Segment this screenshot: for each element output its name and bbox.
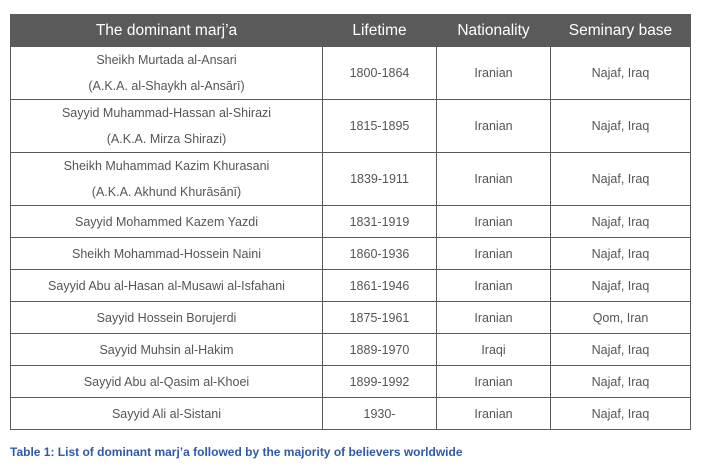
table-row: Sheikh Mohammad-Hossein Naini 1860-1936 … [10, 237, 691, 270]
table-row: Sayyid Abu al-Qasim al-Khoei 1899-1992 I… [10, 365, 691, 398]
header-nationality: Nationality [436, 14, 551, 47]
cell-lifetime: 1839-1911 [322, 152, 437, 206]
table-row: Sayyid Mohammed Kazem Yazdi 1831-1919 Ir… [10, 205, 691, 238]
table-row: Sayyid Ali al-Sistani 1930- Iranian Naja… [10, 397, 691, 430]
cell-nationality: Iranian [436, 152, 551, 206]
table-row: Sayyid Hossein Borujerdi 1875-1961 Irani… [10, 301, 691, 334]
cell-lifetime: 1861-1946 [322, 269, 437, 302]
table-row: Sheikh Murtada al-Ansari (A.K.A. al-Shay… [10, 46, 691, 100]
marja-name: Sheikh Muhammad Kazim Khurasani [63, 159, 270, 173]
cell-lifetime: 1831-1919 [322, 205, 437, 238]
cell-seminary: Najaf, Iraq [550, 333, 691, 366]
table-row: Sayyid Muhsin al-Hakim 1889-1970 Iraqi N… [10, 333, 691, 366]
cell-lifetime: 1800-1864 [322, 46, 437, 100]
cell-nationality: Iranian [436, 365, 551, 398]
cell-seminary: Najaf, Iraq [550, 237, 691, 270]
cell-seminary: Najaf, Iraq [550, 397, 691, 430]
cell-name: Sayyid Mohammed Kazem Yazdi [10, 205, 323, 238]
cell-name: Sheikh Muhammad Kazim Khurasani (A.K.A. … [10, 152, 323, 206]
cell-name: Sayyid Hossein Borujerdi [10, 301, 323, 334]
cell-name: Sayyid Muhammad-Hassan al-Shirazi (A.K.A… [10, 99, 323, 153]
marja-name: Sayyid Muhammad-Hassan al-Shirazi [61, 106, 272, 120]
cell-seminary: Najaf, Iraq [550, 46, 691, 100]
cell-name: Sayyid Muhsin al-Hakim [10, 333, 323, 366]
cell-nationality: Iranian [436, 269, 551, 302]
cell-nationality: Iranian [436, 237, 551, 270]
marja-name: Sheikh Murtada al-Ansari [96, 53, 237, 67]
cell-name: Sayyid Abu al-Hasan al-Musawi al-Isfahan… [10, 269, 323, 302]
cell-seminary: Qom, Iran [550, 301, 691, 334]
table-header-row: The dominant marj’a Lifetime Nationality… [10, 14, 691, 47]
table-row: Sayyid Muhammad-Hassan al-Shirazi (A.K.A… [10, 99, 691, 153]
cell-seminary: Najaf, Iraq [550, 269, 691, 302]
cell-lifetime: 1889-1970 [322, 333, 437, 366]
cell-lifetime: 1815-1895 [322, 99, 437, 153]
cell-seminary: Najaf, Iraq [550, 152, 691, 206]
cell-name: Sheikh Murtada al-Ansari (A.K.A. al-Shay… [10, 46, 323, 100]
marja-table-container: The dominant marj’a Lifetime Nationality… [10, 14, 691, 430]
cell-nationality: Iranian [436, 397, 551, 430]
cell-nationality: Iranian [436, 301, 551, 334]
cell-lifetime: 1930- [322, 397, 437, 430]
cell-nationality: Iranian [436, 99, 551, 153]
cell-name: Sheikh Mohammad-Hossein Naini [10, 237, 323, 270]
cell-lifetime: 1875-1961 [322, 301, 437, 334]
table-caption: Table 1: List of dominant marj’a followe… [10, 445, 463, 459]
cell-seminary: Najaf, Iraq [550, 205, 691, 238]
cell-seminary: Najaf, Iraq [550, 99, 691, 153]
cell-name: Sayyid Ali al-Sistani [10, 397, 323, 430]
cell-lifetime: 1899-1992 [322, 365, 437, 398]
marja-aka: (A.K.A. Mirza Shirazi) [106, 132, 227, 146]
marja-aka: (A.K.A. al-Shaykh al-Ansārī) [88, 79, 245, 93]
header-lifetime: Lifetime [322, 14, 437, 47]
cell-nationality: Iranian [436, 46, 551, 100]
cell-nationality: Iraqi [436, 333, 551, 366]
cell-name: Sayyid Abu al-Qasim al-Khoei [10, 365, 323, 398]
marja-aka: (A.K.A. Akhund Khurāsānī) [91, 185, 242, 199]
table-row: Sheikh Muhammad Kazim Khurasani (A.K.A. … [10, 152, 691, 206]
header-seminary: Seminary base [550, 14, 691, 47]
table-row: Sayyid Abu al-Hasan al-Musawi al-Isfahan… [10, 269, 691, 302]
header-marja: The dominant marj’a [10, 14, 323, 47]
cell-seminary: Najaf, Iraq [550, 365, 691, 398]
cell-lifetime: 1860-1936 [322, 237, 437, 270]
cell-nationality: Iranian [436, 205, 551, 238]
marja-table: The dominant marj’a Lifetime Nationality… [10, 14, 691, 430]
